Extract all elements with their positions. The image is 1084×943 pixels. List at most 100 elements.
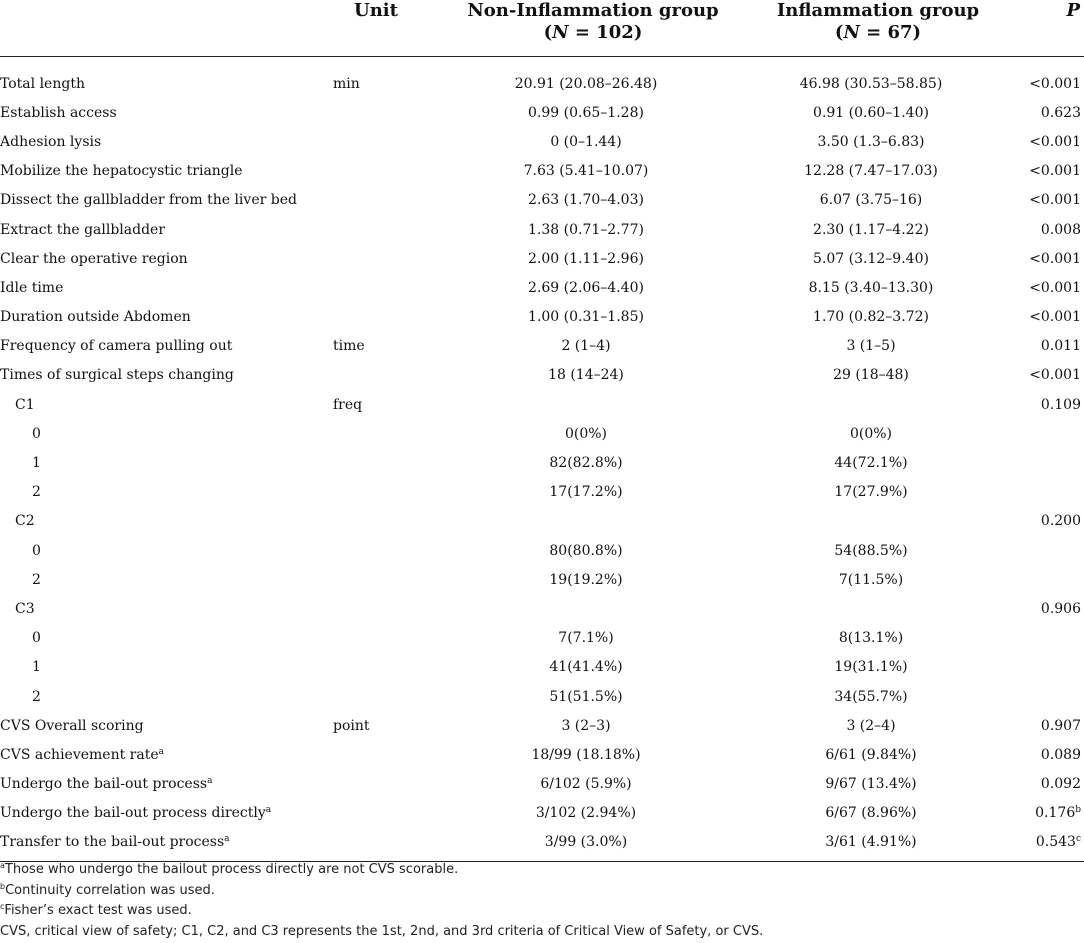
row-non-inflammation-value: 18 (14–24) (548, 367, 624, 384)
row-p-value: 0.089 (1040, 746, 1081, 763)
row-p-value: 0.008 (1040, 221, 1081, 238)
row-non-inflammation-value: 41(41.4%) (549, 659, 623, 676)
row-non-inflammation-value: 2.00 (1.11–2.96) (528, 250, 644, 267)
row-p-value (996, 624, 1084, 653)
row-label: 2 (32, 688, 41, 705)
table-row: C3 0.906 (0, 594, 1084, 623)
row-p-value: <0.001 (1029, 309, 1081, 326)
row-inflammation-value: 44(72.1%) (834, 455, 908, 472)
row-inflammation-value: 19(31.1%) (834, 659, 908, 676)
row-label: 2 (32, 571, 41, 588)
row-unit (330, 98, 408, 127)
row-label: Undergo the bail-out process directlya (0, 805, 272, 822)
row-unit (330, 827, 408, 863)
row-label: C1 (15, 396, 35, 413)
row-unit (330, 244, 408, 273)
row-unit (330, 215, 408, 244)
row-non-inflammation-value: 80(80.8%) (549, 542, 623, 559)
row-unit (330, 594, 408, 623)
row-inflammation-value (742, 594, 996, 623)
row-p-value (996, 448, 1084, 477)
footnote: CVS, critical view of safety; C1, C2, an… (0, 923, 764, 939)
row-label: 1 (32, 659, 41, 676)
row-label: Undergo the bail-out processa (0, 776, 213, 793)
row-inflammation-value: 6/67 (8.96%) (825, 805, 917, 822)
row-non-inflammation-value (408, 507, 742, 536)
row-non-inflammation-value: 1.00 (0.31–1.85) (528, 309, 644, 326)
row-unit (330, 478, 408, 507)
table-row: CVS achievement ratea 18/99 (18.18%) 6/61 … (0, 740, 1084, 769)
header-variable (0, 0, 330, 57)
row-non-inflammation-value: 51(51.5%) (549, 688, 623, 705)
row-p-value (996, 536, 1084, 565)
footnote-mark: b (0, 881, 6, 891)
row-unit (330, 682, 408, 711)
row-unit (330, 361, 408, 390)
row-p-value: 0.543c (996, 827, 1084, 863)
table-header: Unit Non-Inflammation group (N = 102) In… (0, 0, 1084, 57)
table-footnotes: aThose who undergo the bailout process d… (0, 860, 763, 942)
table-row: 0 80(80.8%) 54(88.5%) (0, 536, 1084, 565)
row-label: 0 (32, 542, 41, 559)
row-p-value (996, 565, 1084, 594)
results-table-container: Unit Non-Inflammation group (N = 102) In… (0, 0, 1084, 863)
row-unit (330, 740, 408, 769)
table-row: 1 82(82.8%) 44(72.1%) (0, 448, 1084, 477)
table-row: Extract the gallbladder 1.38 (0.71–2.77) 2… (0, 215, 1084, 244)
table-row: Frequency of camera pulling out time 2 (1–… (0, 332, 1084, 361)
row-unit (330, 770, 408, 799)
table-row: Transfer to the bail-out processa 3/99 (3… (0, 827, 1084, 863)
row-label: C2 (15, 513, 35, 530)
row-label: CVS Overall scoring (0, 717, 144, 734)
table-row: 2 17(17.2%) 17(27.9%) (0, 478, 1084, 507)
row-p-value: <0.001 (1029, 367, 1081, 384)
row-p-value: 0.109 (1040, 396, 1081, 413)
row-label: 0 (32, 425, 41, 442)
row-inflammation-value: 1.70 (0.82–3.72) (813, 309, 929, 326)
row-non-inflammation-value: 1.38 (0.71–2.77) (528, 221, 644, 238)
table-row: 0 7(7.1%) 8(13.1%) (0, 624, 1084, 653)
row-inflammation-value: 3 (1–5) (846, 338, 896, 355)
table-row: 2 51(51.5%) 34(55.7%) (0, 682, 1084, 711)
row-unit (330, 303, 408, 332)
table-row: 0 0(0%) 0(0%) (0, 419, 1084, 448)
table-row: Establish access 0.99 (0.65–1.28) 0.91 (0.… (0, 98, 1084, 127)
row-inflammation-value: 12.28 (7.47–17.03) (804, 163, 938, 180)
row-inflammation-value: 9/67 (13.4%) (825, 776, 917, 793)
row-p-value: <0.001 (1029, 133, 1081, 150)
row-non-inflammation-value: 18/99 (18.18%) (531, 746, 641, 763)
row-non-inflammation-value: 3/99 (3.0%) (408, 827, 742, 863)
table-row: Undergo the bail-out processa 6/102 (5.9%… (0, 770, 1084, 799)
row-p-value: 0.200 (1040, 513, 1081, 530)
row-label: Total length (0, 75, 85, 92)
row-label: Transfer to the bail-out processa (0, 827, 330, 863)
row-non-inflammation-value: 6/102 (5.9%) (540, 776, 632, 793)
row-p-value: 0.092 (1040, 776, 1081, 793)
footnote-marker: a (158, 746, 165, 757)
row-unit (330, 653, 408, 682)
row-inflammation-value: 2.30 (1.17–4.22) (813, 221, 929, 238)
row-unit (330, 565, 408, 594)
row-label: 0 (32, 630, 41, 647)
row-p-value: 0.176b (1035, 805, 1081, 822)
row-non-inflammation-value: 0(0%) (564, 425, 608, 442)
row-inflammation-value: 6/61 (9.84%) (825, 746, 917, 763)
footnote-mark: c (0, 902, 5, 911)
row-non-inflammation-value: 7(7.1%) (558, 630, 614, 647)
row-unit (330, 507, 408, 536)
row-p-value: <0.001 (1029, 250, 1081, 267)
row-unit (330, 536, 408, 565)
row-non-inflammation-value: 0.99 (0.65–1.28) (528, 104, 644, 121)
row-label: Frequency of camera pulling out (0, 338, 233, 355)
row-label: Adhesion lysis (0, 133, 102, 150)
row-inflammation-value (742, 507, 996, 536)
row-non-inflammation-value: 3 (2–3) (561, 717, 611, 734)
row-non-inflammation-value: 19(19.2%) (549, 571, 623, 588)
header-inflammation-title: Inflammation group (776, 0, 980, 21)
row-inflammation-value: 3.50 (1.3–6.83) (817, 133, 925, 150)
table-row: 1 41(41.4%) 19(31.1%) (0, 653, 1084, 682)
row-p-value: 0.623 (1040, 104, 1081, 121)
table-row: 2 19(19.2%) 7(11.5%) (0, 565, 1084, 594)
row-unit (330, 186, 408, 215)
header-non-inflammation-n: (N = 102) (543, 22, 643, 43)
